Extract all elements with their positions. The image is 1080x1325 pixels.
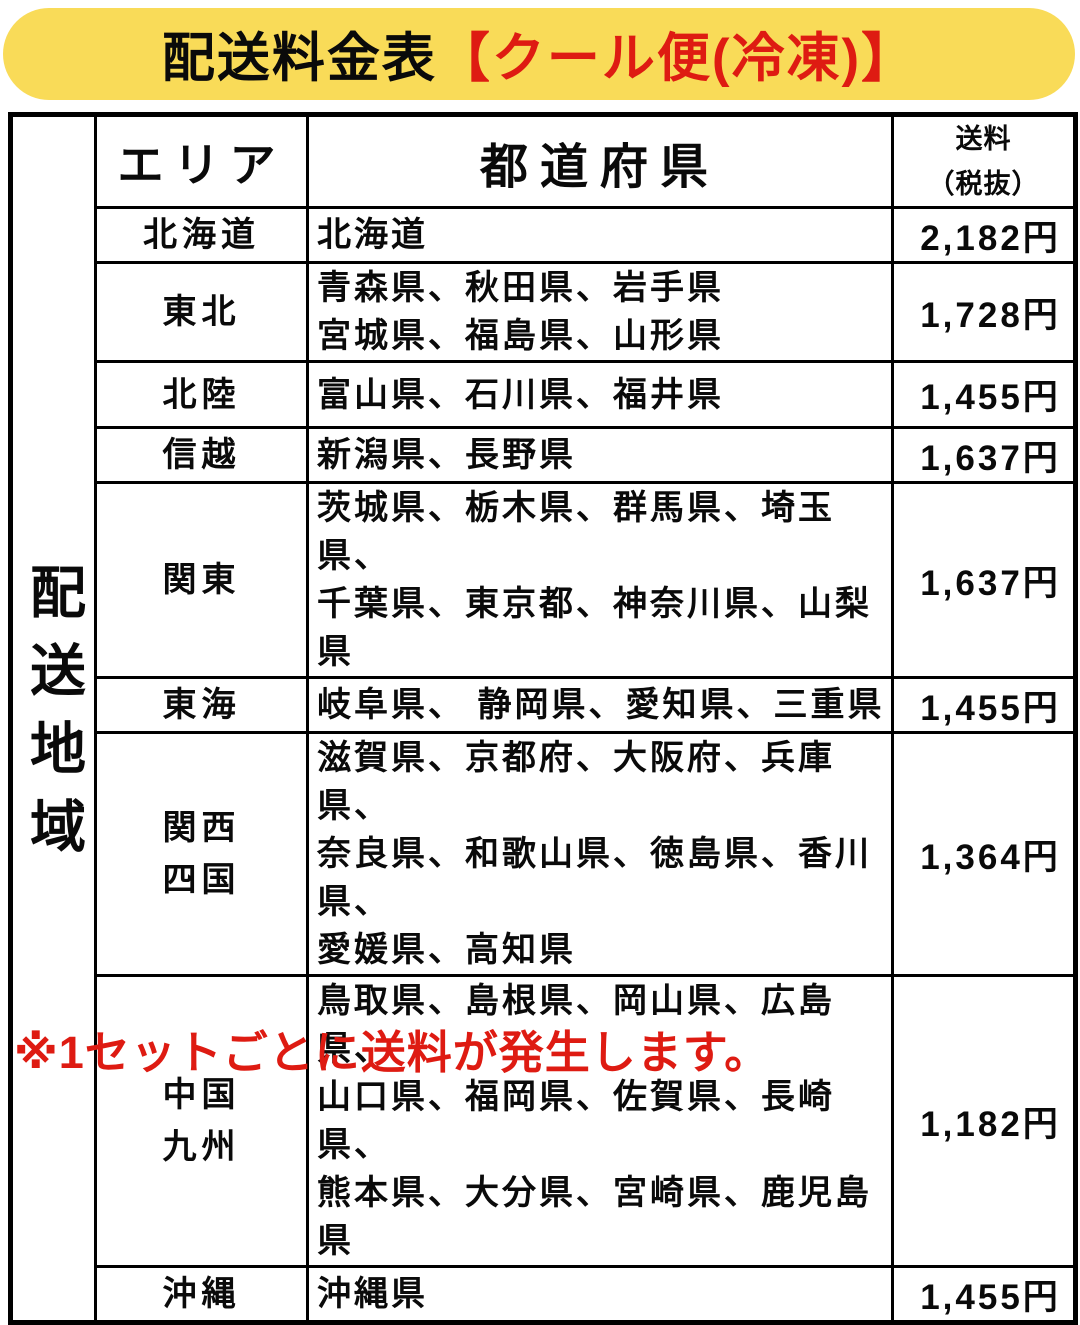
prefectures-cell: 青森県、秋田県、岩手県 宮城県、福島県、山形県	[306, 261, 894, 364]
area-name-cell: 東北	[94, 261, 309, 364]
shipping-fee-table-wrap: 配送地域 エリア 都道府県 送料 （税抜） 北海道 北海道 2,182円 東北 青森県、…	[8, 112, 1078, 1325]
fee-cell: 1,637円	[891, 481, 1077, 680]
area-name-cell: 信越	[94, 426, 309, 485]
table-header-row: 配送地域 エリア 都道府県 送料 （税抜）	[9, 112, 1077, 1325]
prefectures-cell: 北海道	[306, 206, 894, 265]
table-row: 信越 新潟県、長野県 1,637円	[11, 426, 1077, 485]
table-row: 東北 青森県、秋田県、岩手県 宮城県、福島県、山形県 1,728円	[11, 261, 1077, 364]
table-row: 関東 茨城県、栃木県、群馬県、埼玉県、 千葉県、東京都、神奈川県、山梨県 1,637…	[11, 481, 1077, 680]
page-title: 配送料金表【クール便(冷凍)】	[162, 16, 916, 92]
prefectures-cell: 滋賀県、京都府、大阪府、兵庫県、 奈良県、和歌山県、徳島県、香川県、 愛媛県、高…	[306, 731, 894, 978]
area-name-cell: 関西 四国	[94, 731, 309, 978]
prefectures-cell: 茨城県、栃木県、群馬県、埼玉県、 千葉県、東京都、神奈川県、山梨県	[306, 481, 894, 680]
shipping-fee-table: 配送地域 エリア 都道府県 送料 （税抜） 北海道 北海道 2,182円 東北 青森県、…	[8, 112, 1078, 1325]
area-name-cell: 沖縄	[94, 1265, 309, 1325]
side-label-cell: 配送地域	[9, 112, 97, 1325]
fee-cell: 1,455円	[891, 676, 1077, 735]
fee-cell: 1,364円	[891, 731, 1077, 978]
page-title-red: 【クール便(冷凍)】	[436, 29, 917, 88]
fee-cell: 1,455円	[891, 360, 1077, 430]
fee-cell: 1,637円	[891, 426, 1077, 485]
page-title-black: 配送料金表	[161, 29, 437, 88]
area-name-cell: 北海道	[94, 206, 309, 265]
table-row: 北海道 北海道 2,182円	[11, 206, 1077, 265]
prefectures-cell: 沖縄県	[306, 1265, 894, 1325]
side-label: 配送地域	[22, 562, 86, 875]
area-name-cell: 北陸	[94, 360, 309, 430]
fee-cell: 1,182円	[891, 974, 1077, 1269]
footer-note: ※1セットごとに送料が発生します。	[14, 1027, 771, 1078]
table-row: 関西 四国 滋賀県、京都府、大阪府、兵庫県、 奈良県、和歌山県、徳島県、香川県、 …	[11, 731, 1077, 978]
fee-cell: 1,728円	[891, 261, 1077, 364]
fee-cell: 1,455円	[891, 1265, 1077, 1325]
header-prefectures: 都道府県	[306, 112, 894, 210]
header-area: エリア	[94, 112, 309, 210]
prefectures-cell: 富山県、石川県、福井県	[306, 360, 894, 430]
table-row: 沖縄 沖縄県 1,455円	[11, 1265, 1077, 1325]
title-banner: 配送料金表【クール便(冷凍)】	[3, 8, 1075, 100]
area-name-cell: 東海	[94, 676, 309, 735]
prefectures-cell: 岐阜県、 静岡県、愛知県、三重県	[306, 676, 894, 735]
area-name-cell: 関東	[94, 481, 309, 680]
header-fee: 送料 （税抜）	[891, 112, 1077, 210]
fee-table-body: 配送地域 エリア 都道府県 送料 （税抜） 北海道 北海道 2,182円 東北 青森県、…	[9, 112, 1077, 1325]
fee-cell: 2,182円	[891, 206, 1077, 265]
table-row: 北陸 富山県、石川県、福井県 1,455円	[11, 360, 1077, 430]
prefectures-cell: 新潟県、長野県	[306, 426, 894, 485]
table-row: 東海 岐阜県、 静岡県、愛知県、三重県 1,455円	[11, 676, 1077, 735]
